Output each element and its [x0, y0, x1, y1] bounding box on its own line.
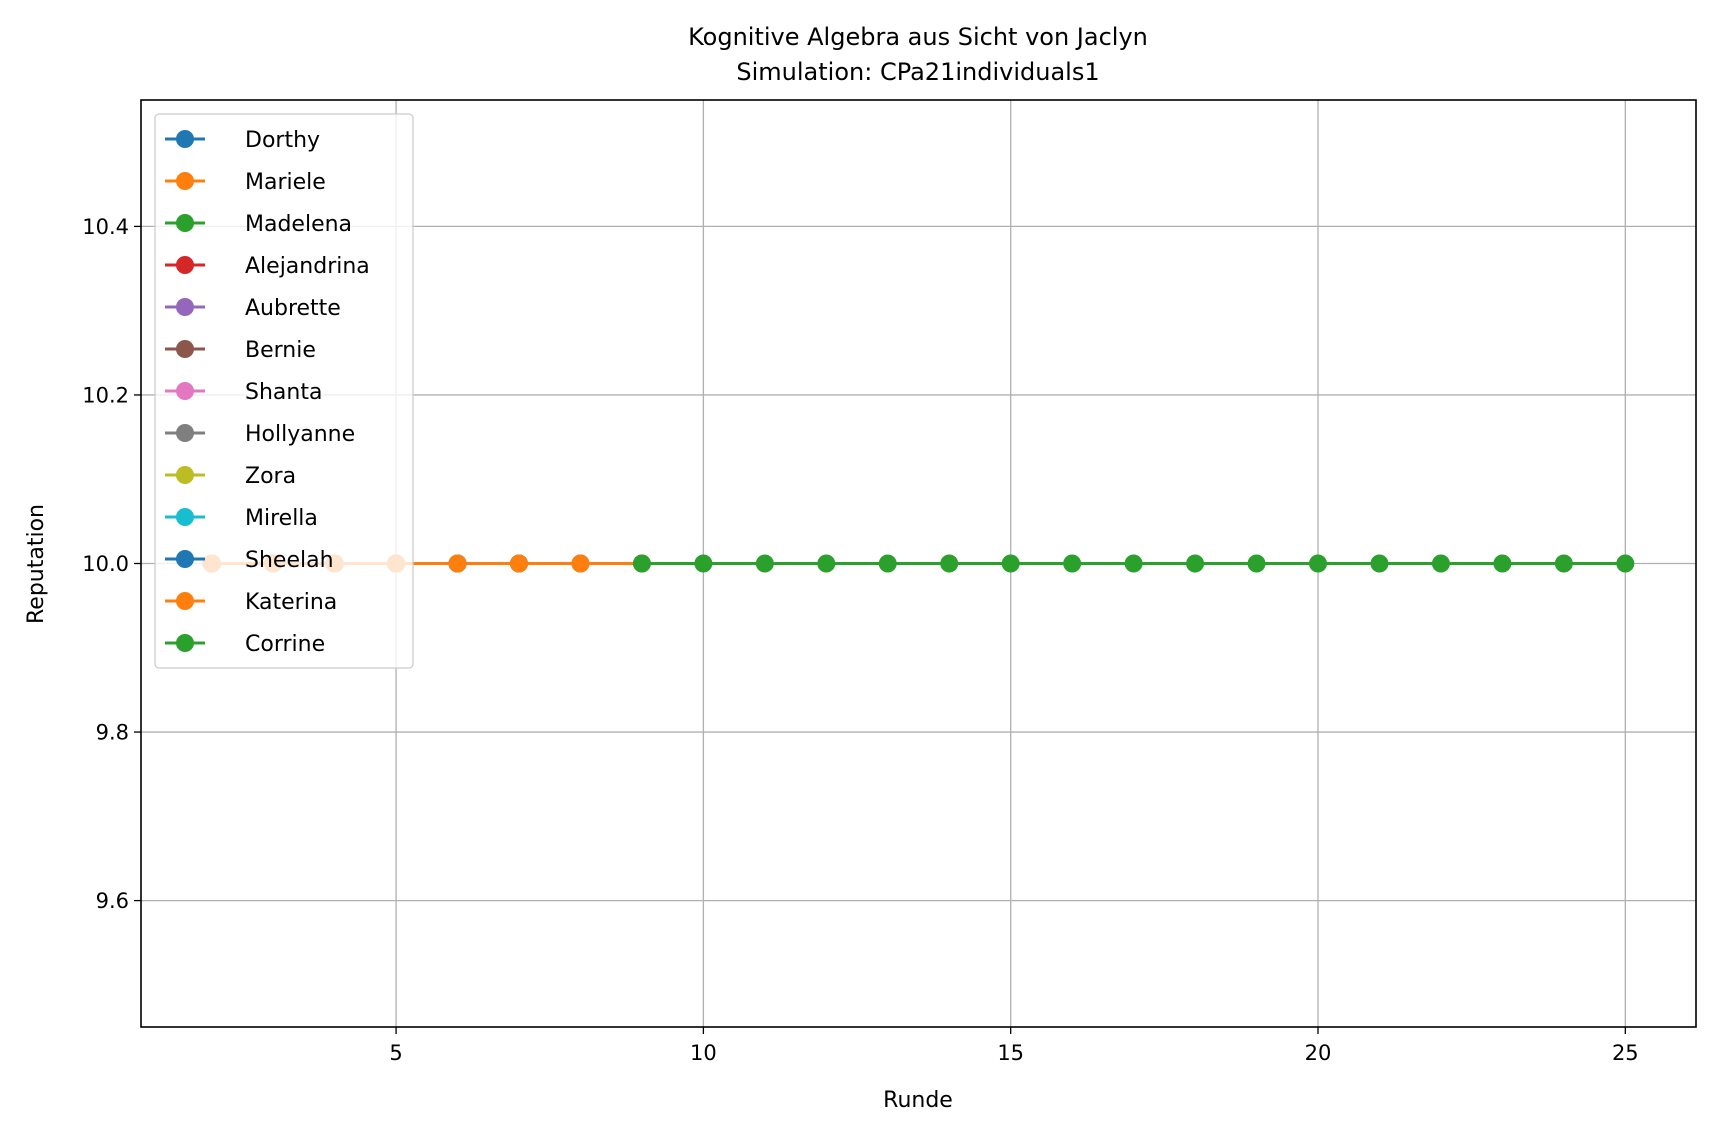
x-tick-label: 15 [997, 1041, 1024, 1065]
legend-label: Zora [245, 464, 296, 489]
chart-title: Kognitive Algebra aus Sicht von Jaclyn [688, 23, 1148, 51]
y-tick-label: 10.4 [82, 215, 129, 239]
data-point [1431, 554, 1450, 573]
legend-item: Alejandrina [165, 254, 370, 279]
data-point [694, 554, 713, 573]
legend-item: Shanta [165, 380, 322, 405]
legend-label: Corrine [245, 632, 325, 657]
data-point [878, 554, 897, 573]
legend-label: Dorthy [245, 128, 320, 153]
legend-marker [176, 172, 194, 190]
data-point [1247, 554, 1266, 573]
legend-box [154, 113, 414, 669]
data-point [632, 554, 651, 573]
legend-marker [176, 466, 194, 484]
data-point [755, 554, 774, 573]
data-point [1001, 554, 1020, 573]
legend-item: Aubrette [165, 296, 341, 321]
legend-label: Madelena [245, 212, 352, 237]
legend-item: Hollyanne [165, 422, 355, 447]
legend-label: Katerina [245, 590, 337, 615]
legend-item: Bernie [165, 338, 316, 363]
legend-marker [176, 382, 194, 400]
legend-label: Sheelah [245, 548, 334, 573]
y-tick-label: 10.2 [82, 383, 129, 407]
data-point [1309, 554, 1328, 573]
data-point [448, 554, 467, 573]
legend: Dorthy Mariele Madelena Alejandrina Aubrette… [154, 113, 414, 669]
x-tick-label: 10 [690, 1041, 717, 1065]
x-tick-label: 5 [389, 1041, 402, 1065]
data-point [1186, 554, 1205, 573]
y-axis-label: Reputation [24, 504, 49, 624]
data-point [1124, 554, 1143, 573]
legend-item: Sheelah [165, 548, 334, 573]
legend-marker [176, 340, 194, 358]
legend-marker [176, 508, 194, 526]
legend-item: Dorthy [165, 128, 320, 153]
legend-marker [176, 634, 194, 652]
series-lines [202, 554, 1635, 573]
x-tick-label: 25 [1612, 1041, 1639, 1065]
legend-marker [176, 550, 194, 568]
data-point [571, 554, 590, 573]
x-axis-label: Runde [883, 1088, 953, 1113]
legend-marker [176, 256, 194, 274]
legend-label: Bernie [245, 338, 316, 363]
legend-marker [176, 592, 194, 610]
data-point [940, 554, 959, 573]
chart-subtitle: Simulation: CPa21individuals1 [736, 58, 1099, 86]
legend-label: Aubrette [245, 296, 341, 321]
y-tick-label: 9.6 [96, 889, 129, 913]
data-point [1063, 554, 1082, 573]
data-point [1493, 554, 1512, 573]
data-point [1616, 554, 1635, 573]
series-corrine [632, 554, 1635, 573]
legend-marker [176, 424, 194, 442]
legend-item: Madelena [165, 212, 352, 237]
legend-item: Mirella [165, 506, 318, 531]
legend-item: Corrine [165, 632, 325, 657]
legend-marker [176, 298, 194, 316]
data-point [1370, 554, 1389, 573]
data-point [509, 554, 528, 573]
axis-ticks: 5 10 15 20 25 9.6 9.8 10.0 10.2 10.4 [82, 215, 1638, 1065]
y-tick-label: 10.0 [82, 552, 129, 576]
legend-label: Hollyanne [245, 422, 355, 447]
data-point [1554, 554, 1573, 573]
legend-marker [176, 214, 194, 232]
legend-item: Katerina [165, 590, 337, 615]
legend-label: Mariele [245, 170, 326, 195]
data-point [817, 554, 836, 573]
legend-item: Mariele [165, 170, 326, 195]
legend-item: Zora [165, 464, 296, 489]
x-tick-label: 20 [1305, 1041, 1332, 1065]
y-tick-label: 9.8 [96, 721, 129, 745]
legend-label: Shanta [245, 380, 322, 405]
legend-label: Alejandrina [245, 254, 370, 279]
legend-label: Mirella [245, 506, 318, 531]
legend-marker [176, 130, 194, 148]
